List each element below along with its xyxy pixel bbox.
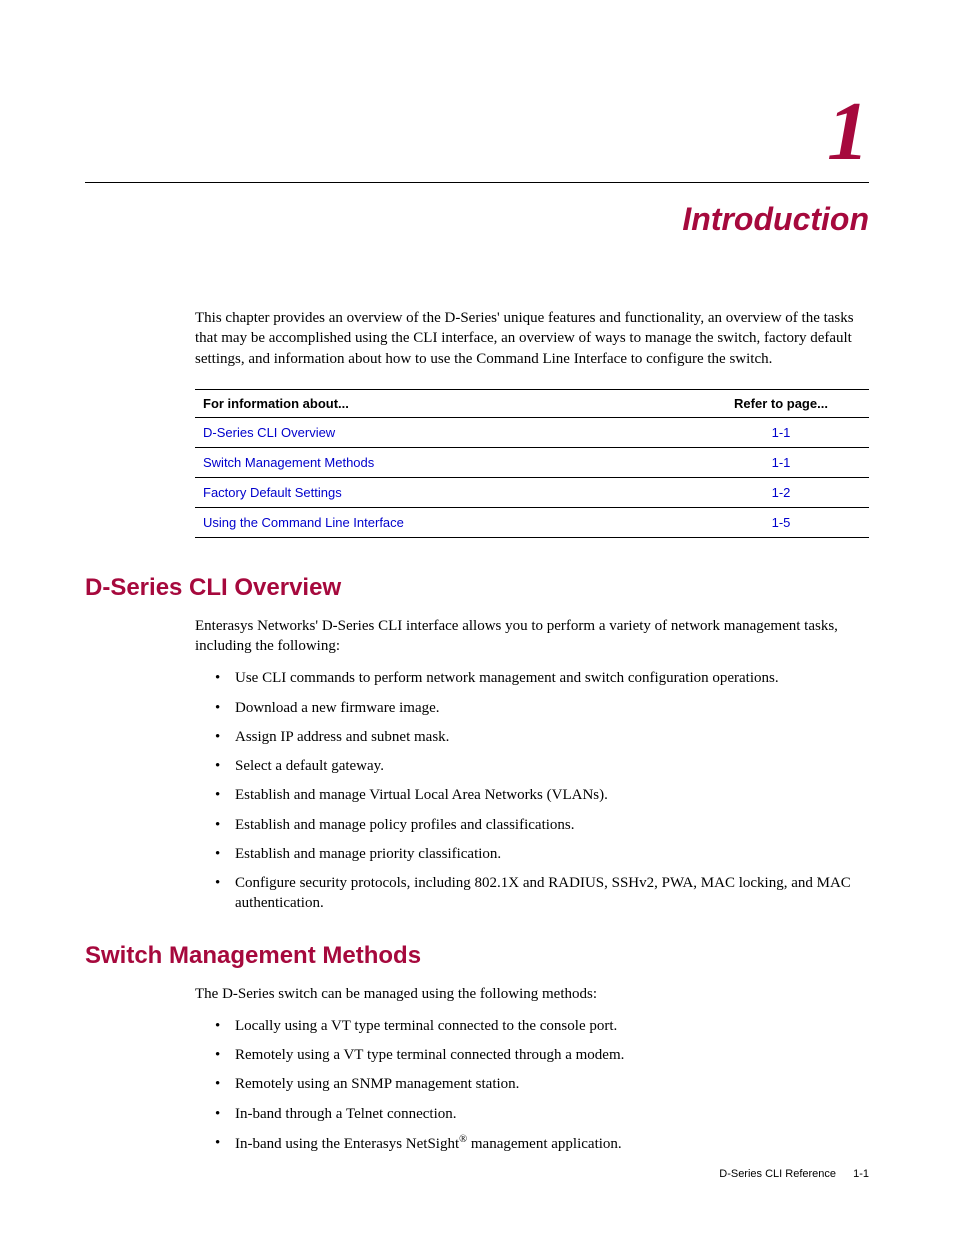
overview-intro: Enterasys Networks' D-Series CLI interfa… bbox=[85, 616, 869, 657]
table-header-page: Refer to page... bbox=[693, 389, 869, 417]
table-row: D-Series CLI Overview 1-1 bbox=[195, 417, 869, 447]
table-row: Using the Command Line Interface 1-5 bbox=[195, 507, 869, 537]
list-item: Download a new firmware image. bbox=[215, 698, 869, 718]
list-item: Configure security protocols, including … bbox=[215, 873, 869, 914]
list-item: Remotely using an SNMP management statio… bbox=[215, 1074, 869, 1094]
management-intro: The D-Series switch can be managed using… bbox=[85, 984, 869, 1004]
table-row: Switch Management Methods 1-1 bbox=[195, 447, 869, 477]
list-item: Remotely using a VT type terminal connec… bbox=[215, 1045, 869, 1065]
list-item: Establish and manage Virtual Local Area … bbox=[215, 785, 869, 805]
table-row: Factory Default Settings 1-2 bbox=[195, 477, 869, 507]
table-cell-page-link[interactable]: 1-5 bbox=[693, 507, 869, 537]
page-footer: D-Series CLI Reference 1-1 bbox=[719, 1168, 869, 1180]
table-header-row: For information about... Refer to page..… bbox=[195, 389, 869, 417]
table-cell-page-link[interactable]: 1-2 bbox=[693, 477, 869, 507]
table-header-topic: For information about... bbox=[195, 389, 693, 417]
table-cell-topic-link[interactable]: Factory Default Settings bbox=[195, 477, 693, 507]
list-item: Select a default gateway. bbox=[215, 756, 869, 776]
section-heading-overview: D-Series CLI Overview bbox=[85, 574, 869, 602]
reference-table: For information about... Refer to page..… bbox=[195, 389, 869, 538]
chapter-number: 1 bbox=[85, 90, 869, 174]
table-cell-page-link[interactable]: 1-1 bbox=[693, 447, 869, 477]
list-item: In-band using the Enterasys NetSight® ma… bbox=[215, 1133, 869, 1154]
list-item: Use CLI commands to perform network mana… bbox=[215, 668, 869, 688]
table-cell-topic-link[interactable]: Switch Management Methods bbox=[195, 447, 693, 477]
horizontal-rule bbox=[85, 182, 869, 183]
footer-doc-name: D-Series CLI Reference bbox=[719, 1168, 836, 1180]
list-item: Assign IP address and subnet mask. bbox=[215, 727, 869, 747]
list-item: Establish and manage policy profiles and… bbox=[215, 815, 869, 835]
table-cell-page-link[interactable]: 1-1 bbox=[693, 417, 869, 447]
list-item: Locally using a VT type terminal connect… bbox=[215, 1016, 869, 1036]
management-bullet-list: Locally using a VT type terminal connect… bbox=[85, 1016, 869, 1154]
chapter-title: Introduction bbox=[85, 201, 869, 238]
list-item: In-band through a Telnet connection. bbox=[215, 1104, 869, 1124]
list-item: Establish and manage priority classifica… bbox=[215, 844, 869, 864]
overview-bullet-list: Use CLI commands to perform network mana… bbox=[85, 668, 869, 913]
footer-page-number: 1-1 bbox=[853, 1168, 869, 1180]
section-heading-management: Switch Management Methods bbox=[85, 942, 869, 970]
table-cell-topic-link[interactable]: Using the Command Line Interface bbox=[195, 507, 693, 537]
table-cell-topic-link[interactable]: D-Series CLI Overview bbox=[195, 417, 693, 447]
intro-paragraph: This chapter provides an overview of the… bbox=[85, 308, 869, 369]
page: 1 Introduction This chapter provides an … bbox=[0, 0, 954, 1235]
